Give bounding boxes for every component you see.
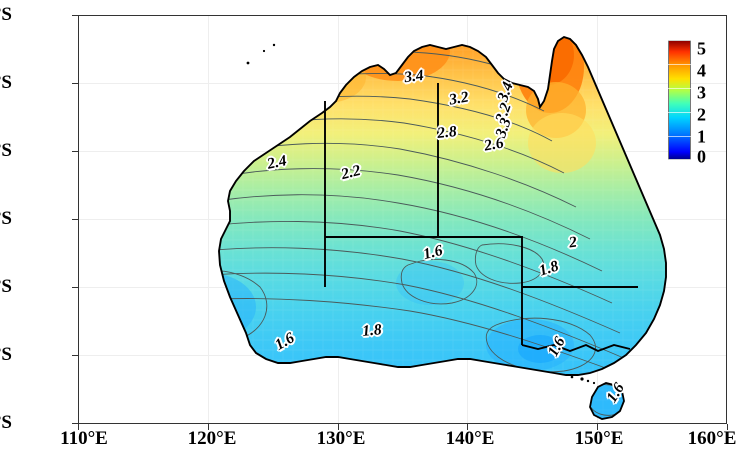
axis-label-y-10: 10°S	[0, 4, 12, 25]
colorbar-tick-2	[668, 112, 691, 113]
tick-y-25	[72, 219, 78, 221]
axis-label-x-120: 120°E	[187, 428, 237, 449]
axis-label-y-35: 35°S	[0, 344, 12, 365]
tick-x-140	[467, 424, 469, 430]
coastline-mainland	[218, 35, 667, 376]
tick-y-10	[72, 15, 78, 17]
colorbar[interactable]	[668, 40, 691, 160]
tick-x-160	[727, 424, 729, 430]
islands	[246, 43, 596, 385]
tick-y-30	[72, 287, 78, 289]
tick-y-20	[72, 151, 78, 153]
axis-label-x-130: 130°E	[316, 428, 366, 449]
tick-x-130	[338, 424, 340, 430]
contour-label: 3.4	[403, 66, 425, 87]
colorbar-label-2: 2	[697, 104, 706, 125]
tick-y-40	[72, 423, 78, 425]
axis-label-y-15: 15°S	[0, 72, 12, 93]
gridline-lon-120	[208, 15, 209, 424]
colorbar-label-4: 4	[697, 60, 706, 81]
axis-label-y-40: 40°S	[0, 412, 12, 433]
colorbar-label-3: 3	[697, 82, 706, 103]
colorbar-tick-4	[668, 64, 691, 65]
tick-x-120	[208, 424, 210, 430]
contour-label: 3.2	[447, 88, 470, 109]
contour-label: 2.8	[436, 123, 458, 142]
axis-label-y-25: 25°S	[0, 208, 12, 229]
axis-label-y-20: 20°S	[0, 140, 12, 161]
state-borders	[324, 83, 638, 353]
axis-label-y-30: 30°S	[0, 276, 12, 297]
axis-label-x-150: 150°E	[574, 428, 624, 449]
map-graphics	[218, 35, 667, 420]
axis-label-x-140: 140°E	[445, 428, 495, 449]
colorbar-label-5: 5	[697, 38, 706, 59]
colorbar-tick-0	[668, 159, 691, 160]
map-plot-area: 3.4 3.2 2.8 2.6 2.4 2.2 2 1.6 1.8 1.6 1.…	[78, 15, 727, 424]
contour-label: 1.8	[361, 321, 383, 340]
colorbar-label-1: 1	[697, 126, 706, 147]
coastline-tasmania	[589, 382, 625, 420]
colorbar-label-0: 0	[697, 146, 706, 167]
colorbar-tick-1	[668, 136, 691, 137]
axis-label-x-110: 110°E	[60, 428, 108, 449]
raster-field	[219, 37, 666, 419]
tick-y-15	[72, 83, 78, 85]
tick-y-35	[72, 355, 78, 357]
tick-x-150	[597, 424, 599, 430]
colorbar-tick-3	[668, 88, 691, 89]
colorbar-tick-5	[668, 40, 691, 41]
tick-x-110	[78, 424, 80, 430]
axis-label-x-160: 160°E	[687, 428, 737, 449]
